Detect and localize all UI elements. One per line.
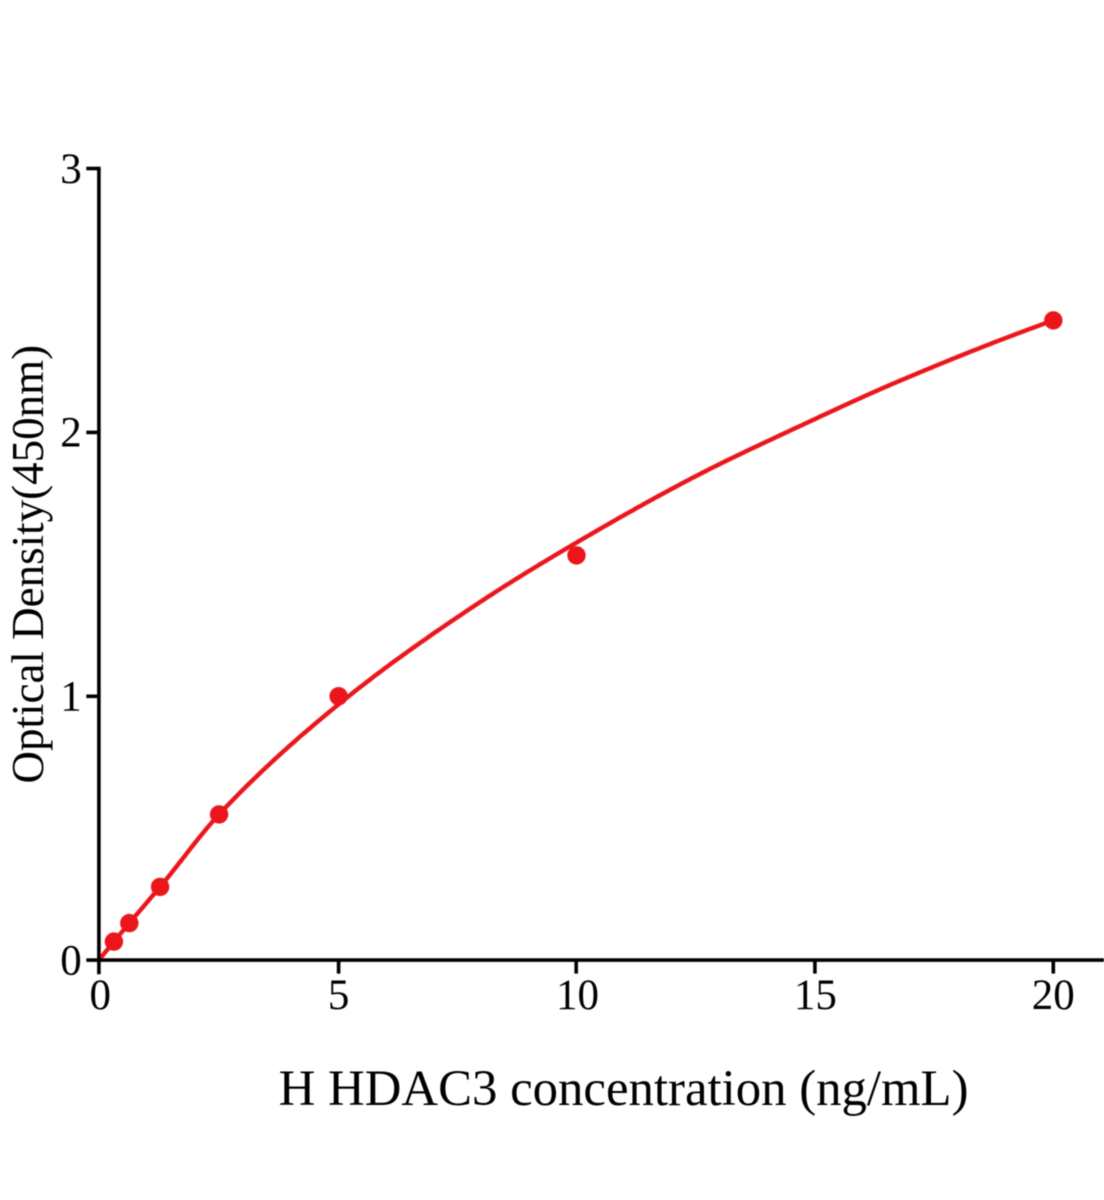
svg-text:2: 2 [60,410,82,457]
svg-text:10: 10 [556,972,599,1019]
svg-text:3: 3 [60,146,82,193]
svg-text:1: 1 [60,674,82,721]
svg-text:20: 20 [1032,972,1075,1019]
svg-text:15: 15 [794,972,837,1019]
svg-text:H HDAC3 concentration (ng/mL): H HDAC3 concentration (ng/mL) [279,1060,969,1116]
svg-text:5: 5 [328,972,350,1019]
svg-text:0: 0 [60,938,82,985]
svg-text:Optical Density(450nm): Optical Density(450nm) [3,345,53,784]
svg-text:0: 0 [89,972,111,1019]
